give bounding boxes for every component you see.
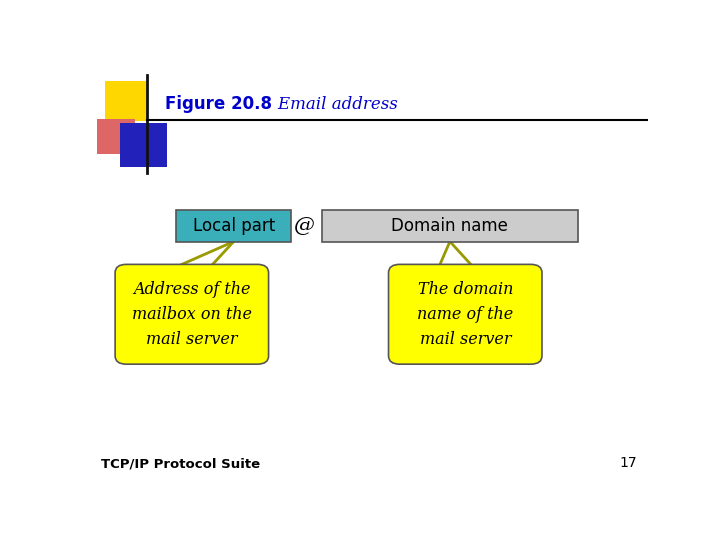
Text: The domain
name of the
mail server: The domain name of the mail server [417,281,513,348]
FancyBboxPatch shape [105,82,147,121]
Text: Address of the
mailbox on the
mail server: Address of the mailbox on the mail serve… [132,281,252,348]
Text: TCP/IP Protocol Suite: TCP/IP Protocol Suite [101,457,261,470]
FancyBboxPatch shape [115,265,269,364]
Text: @: @ [294,216,315,235]
FancyBboxPatch shape [176,211,291,241]
FancyBboxPatch shape [97,119,135,154]
Text: Local part: Local part [192,217,275,235]
FancyBboxPatch shape [322,211,578,241]
Text: Domain name: Domain name [392,217,508,235]
Text: Figure 20.8: Figure 20.8 [166,95,272,113]
Text: Email address: Email address [258,96,398,113]
Text: 17: 17 [619,456,637,470]
FancyBboxPatch shape [120,123,167,167]
FancyBboxPatch shape [389,265,542,364]
